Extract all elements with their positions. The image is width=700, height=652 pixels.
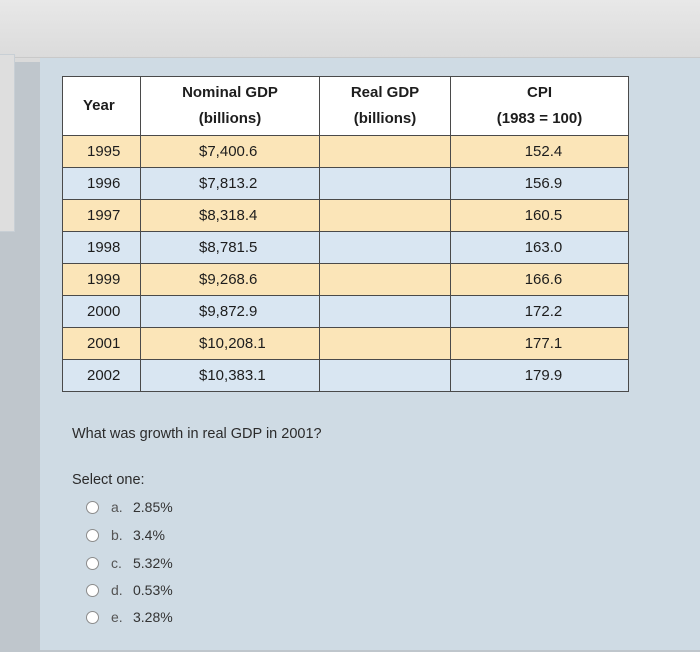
real-gdp-cell <box>319 359 451 392</box>
year-cell: 1995 <box>62 135 141 168</box>
cpi-column-header: CPI (1983 = 100) <box>450 76 629 136</box>
nominal-gdp-header-label: Nominal GDP <box>182 84 278 101</box>
real-gdp-header-unit: (billions) <box>353 110 417 127</box>
nominal-gdp-cell: $7,813.2 <box>140 167 320 200</box>
nominal-gdp-cell: $8,781.5 <box>140 231 320 264</box>
year-cell: 1998 <box>62 231 141 264</box>
nominal-gdp-cell: $10,208.1 <box>140 327 320 360</box>
answer-option-b[interactable]: b. 3.4% <box>86 525 165 545</box>
radio-button-icon[interactable] <box>86 610 99 624</box>
cpi-cell: 179.9 <box>450 359 629 392</box>
table-row: 2001 $10,208.1 177.1 <box>62 327 629 360</box>
year-cell: 1996 <box>62 167 141 200</box>
answer-option-a[interactable]: a. 2.85% <box>86 497 173 517</box>
answer-option-d[interactable]: d. 0.53% <box>86 580 173 600</box>
nominal-gdp-header-unit: (billions) <box>198 110 262 127</box>
option-value: 5.32% <box>133 555 173 571</box>
top-page-band <box>0 0 700 62</box>
year-cell: 2000 <box>62 295 141 328</box>
real-gdp-cell <box>319 263 451 296</box>
nominal-gdp-cell: $7,400.6 <box>140 135 320 168</box>
nominal-gdp-column-header: Nominal GDP (billions) <box>140 76 320 136</box>
cpi-header-unit: (1983 = 100) <box>496 110 583 127</box>
real-gdp-header-label: Real GDP <box>350 84 420 101</box>
gdp-data-table: Year Nominal GDP (billions) Real GDP (bi… <box>62 76 629 392</box>
table-row: 1995 $7,400.6 152.4 <box>62 135 629 168</box>
option-value: 3.4% <box>133 527 165 543</box>
cpi-cell: 166.6 <box>450 263 629 296</box>
table-row: 1998 $8,781.5 163.0 <box>62 231 629 264</box>
year-column-header: Year <box>62 76 141 136</box>
option-letter: c. <box>111 555 122 571</box>
answer-option-e[interactable]: e. 3.28% <box>86 607 173 627</box>
real-gdp-cell <box>319 327 451 360</box>
select-one-label: Select one: <box>72 472 145 488</box>
cpi-cell: 156.9 <box>450 167 629 200</box>
year-cell: 2002 <box>62 359 141 392</box>
left-side-panel <box>0 54 15 232</box>
real-gdp-cell <box>319 135 451 168</box>
radio-button-icon[interactable] <box>86 528 99 542</box>
radio-button-icon[interactable] <box>86 583 99 597</box>
table-row: 1997 $8,318.4 160.5 <box>62 199 629 232</box>
table-row: 1999 $9,268.6 166.6 <box>62 263 629 296</box>
cpi-cell: 160.5 <box>450 199 629 232</box>
option-letter: e. <box>111 609 123 625</box>
option-value: 0.53% <box>133 582 173 598</box>
real-gdp-cell <box>319 199 451 232</box>
cpi-header-label: CPI <box>526 84 552 101</box>
nominal-gdp-cell: $10,383.1 <box>140 359 320 392</box>
option-value: 3.28% <box>133 609 173 625</box>
top-divider <box>0 57 700 58</box>
nominal-gdp-cell: $8,318.4 <box>140 199 320 232</box>
nominal-gdp-cell: $9,872.9 <box>140 295 320 328</box>
answer-option-c[interactable]: c. 5.32% <box>86 553 173 573</box>
real-gdp-cell <box>319 295 451 328</box>
option-letter: a. <box>111 499 123 515</box>
cpi-cell: 177.1 <box>450 327 629 360</box>
cpi-cell: 163.0 <box>450 231 629 264</box>
question-text: What was growth in real GDP in 2001? <box>72 426 322 442</box>
real-gdp-cell <box>319 231 451 264</box>
year-cell: 2001 <box>62 327 141 360</box>
option-value: 2.85% <box>133 499 173 515</box>
cpi-cell: 172.2 <box>450 295 629 328</box>
option-letter: d. <box>111 582 123 598</box>
table-row: 1996 $7,813.2 156.9 <box>62 167 629 200</box>
table-header-row: Year Nominal GDP (billions) Real GDP (bi… <box>62 76 629 136</box>
real-gdp-cell <box>319 167 451 200</box>
real-gdp-column-header: Real GDP (billions) <box>319 76 451 136</box>
table-row: 2002 $10,383.1 179.9 <box>62 359 629 392</box>
year-header-label: Year <box>83 97 115 114</box>
year-cell: 1997 <box>62 199 141 232</box>
table-row: 2000 $9,872.9 172.2 <box>62 295 629 328</box>
radio-button-icon[interactable] <box>86 500 99 514</box>
option-letter: b. <box>111 527 123 543</box>
year-cell: 1999 <box>62 263 141 296</box>
cpi-cell: 152.4 <box>450 135 629 168</box>
nominal-gdp-cell: $9,268.6 <box>140 263 320 296</box>
radio-button-icon[interactable] <box>86 556 99 570</box>
